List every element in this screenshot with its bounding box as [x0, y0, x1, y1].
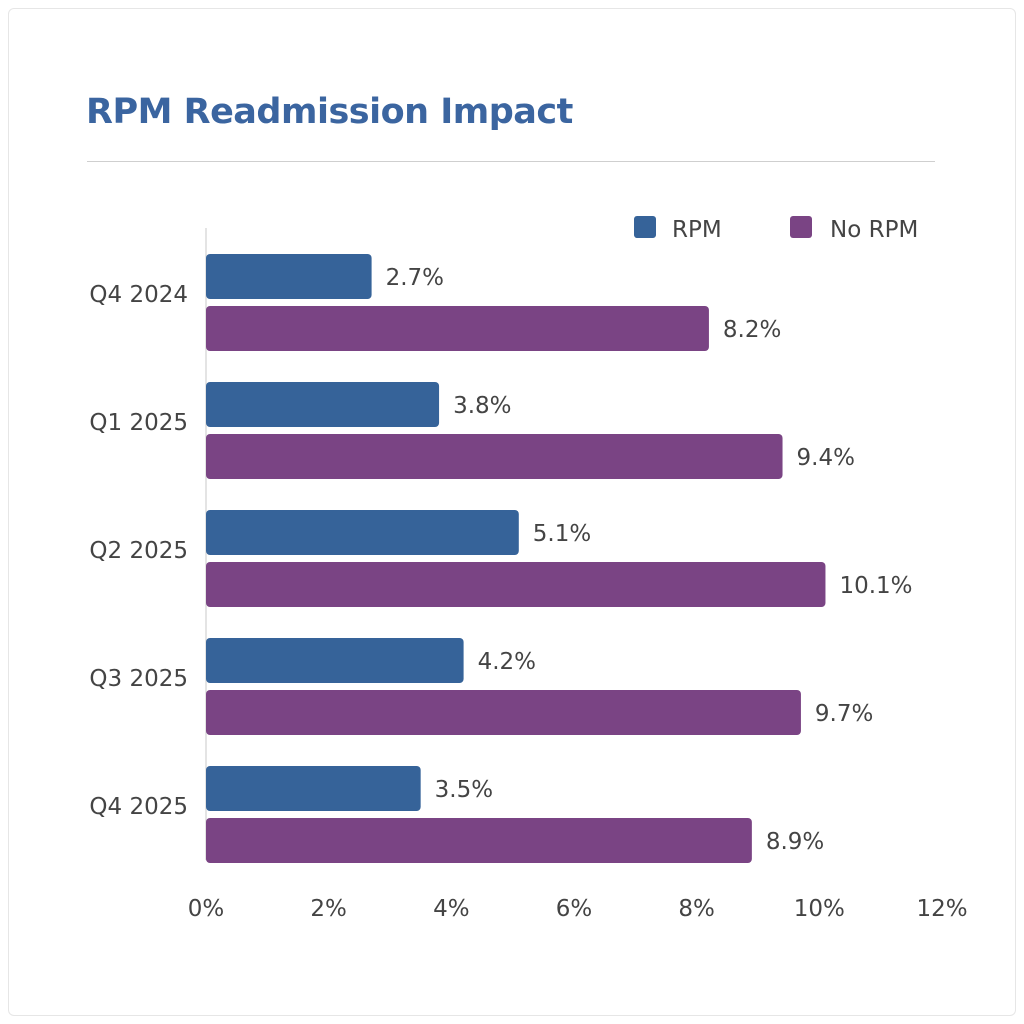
category-label: Q4 2024	[89, 282, 188, 308]
legend-label-rpm: RPM	[672, 217, 722, 243]
legend-swatch-no-rpm	[790, 216, 812, 238]
data-label: 4.2%	[478, 649, 536, 675]
data-label: 5.1%	[533, 521, 591, 547]
legend-swatch-rpm	[634, 216, 656, 238]
category-label: Q3 2025	[89, 666, 188, 692]
data-label: 10.1%	[839, 573, 912, 599]
category-label: Q2 2025	[89, 538, 188, 564]
bar-no-rpm	[206, 306, 709, 351]
bar-rpm	[206, 766, 421, 811]
data-label: 9.4%	[797, 445, 855, 471]
data-label: 8.2%	[723, 317, 781, 343]
data-label: 3.5%	[435, 777, 493, 803]
data-label: 2.7%	[386, 265, 444, 291]
category-label: Q1 2025	[89, 410, 188, 436]
x-tick-label: 4%	[433, 896, 470, 922]
bar-rpm	[206, 510, 519, 555]
bar-no-rpm	[206, 434, 783, 479]
data-label: 3.8%	[453, 393, 511, 419]
title-divider	[87, 161, 935, 162]
category-label: Q4 2025	[89, 794, 188, 820]
data-label: 8.9%	[766, 829, 824, 855]
chart-title: RPM Readmission Impact	[86, 92, 573, 132]
bar-rpm	[206, 382, 440, 427]
x-tick-label: 2%	[310, 896, 347, 922]
x-tick-label: 12%	[916, 896, 967, 922]
legend-label-no-rpm: No RPM	[830, 217, 918, 243]
bar-rpm	[206, 254, 372, 299]
x-tick-label: 0%	[188, 896, 225, 922]
data-label: 9.7%	[815, 701, 873, 727]
bar-rpm	[206, 638, 464, 683]
x-tick-label: 8%	[678, 896, 715, 922]
bar-no-rpm	[206, 690, 801, 735]
x-tick-label: 10%	[794, 896, 845, 922]
x-tick-label: 6%	[556, 896, 593, 922]
bar-no-rpm	[206, 818, 752, 863]
bar-no-rpm	[206, 562, 826, 607]
